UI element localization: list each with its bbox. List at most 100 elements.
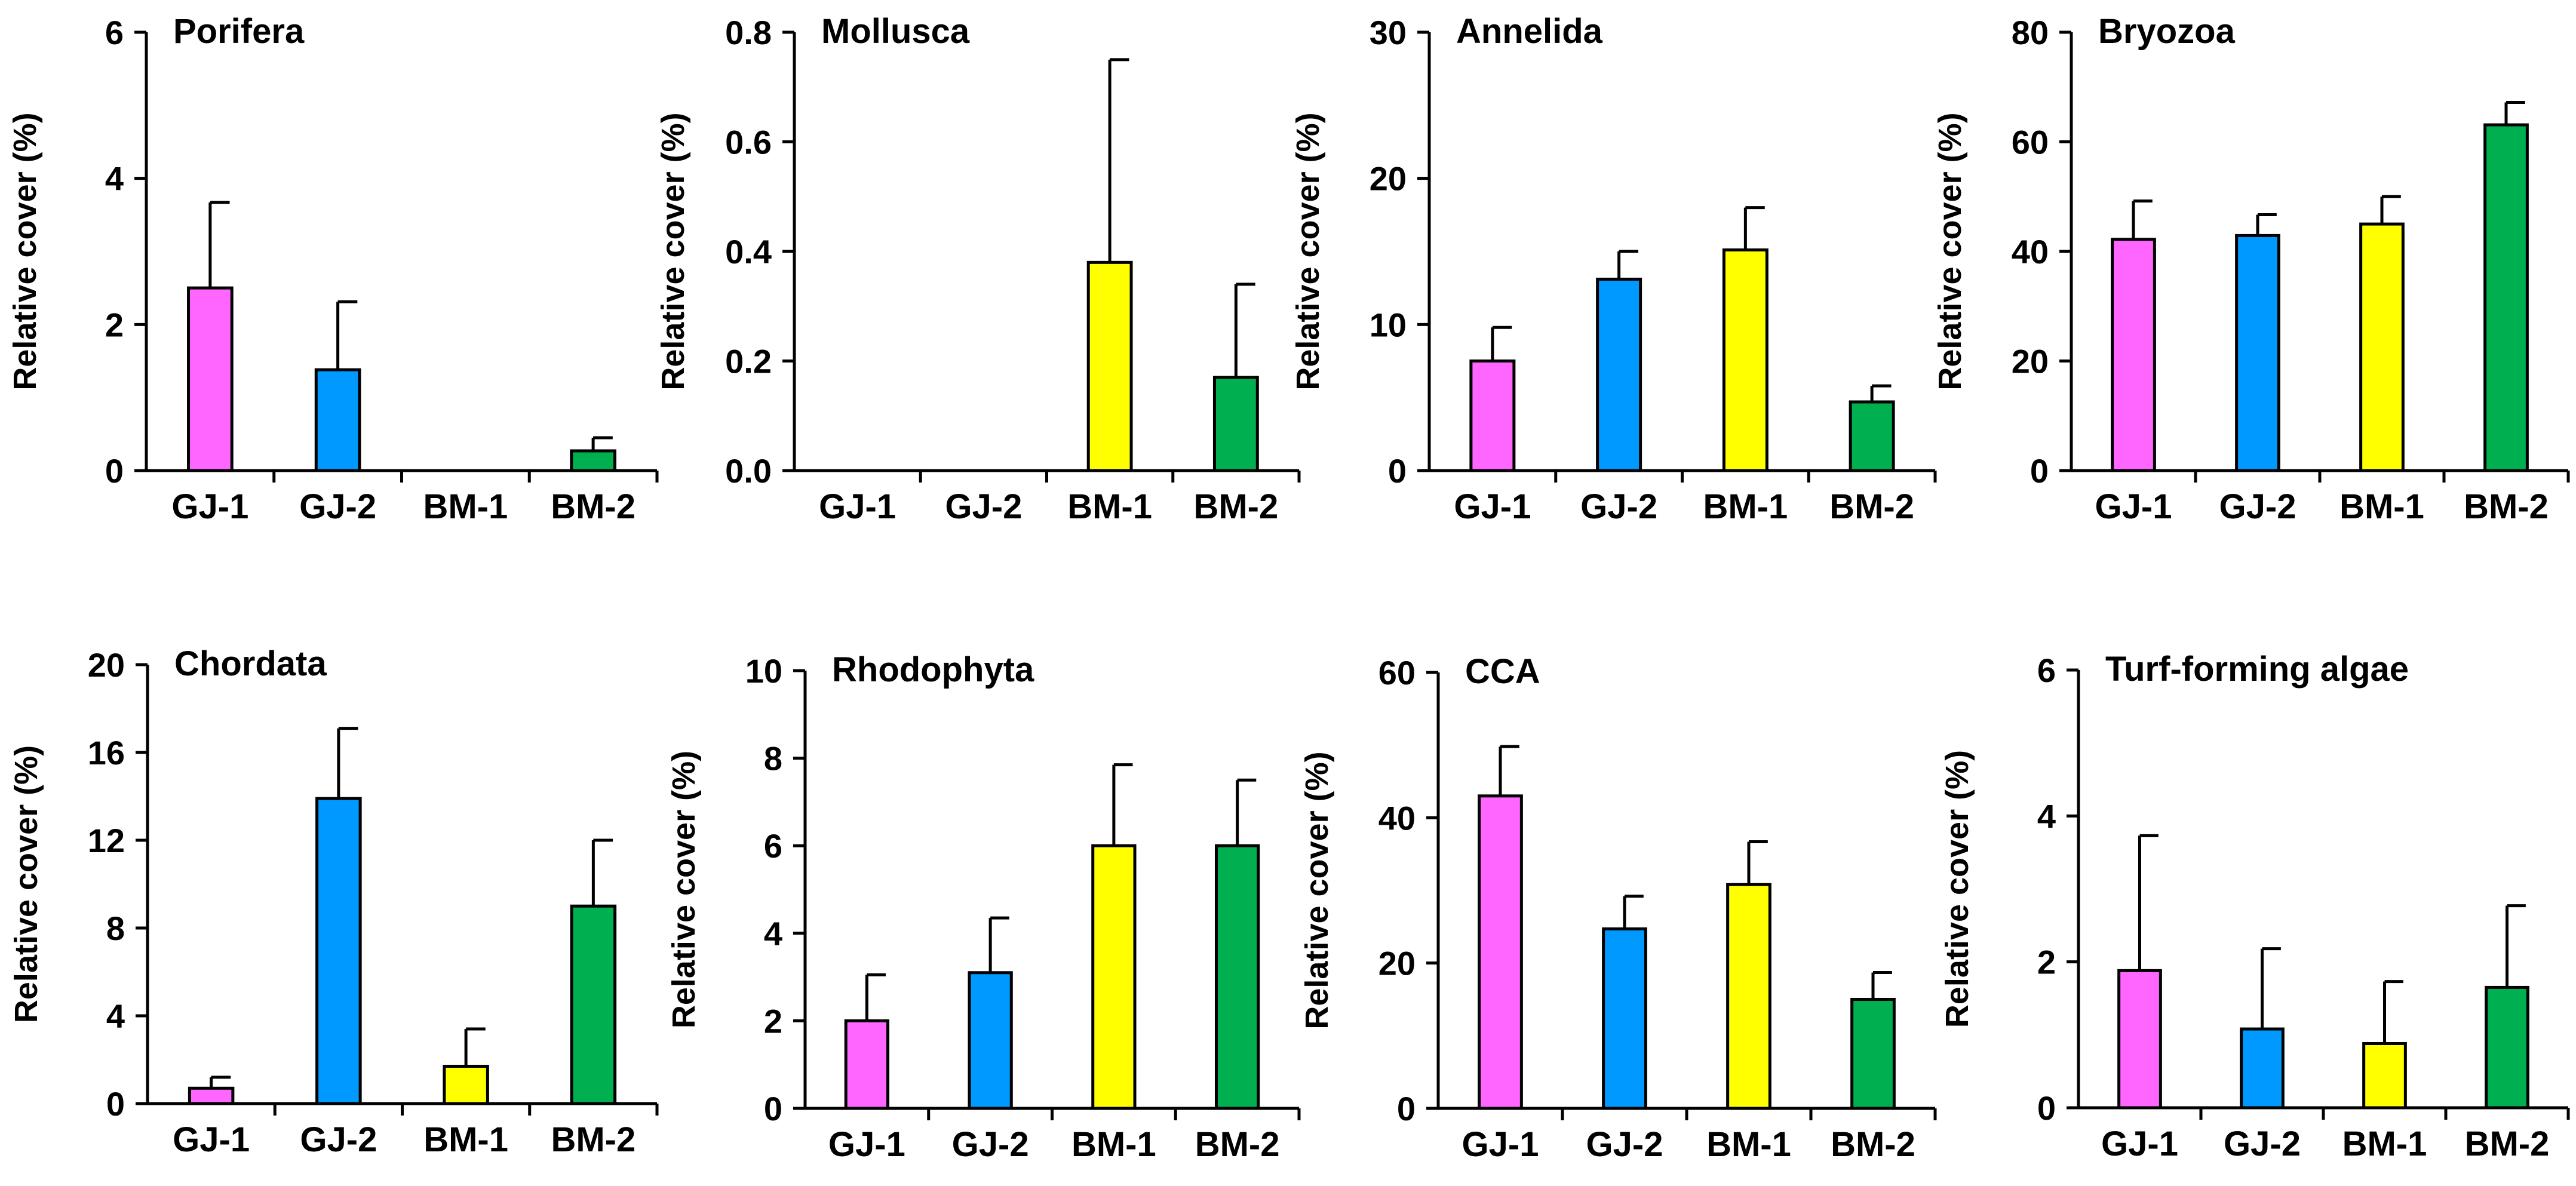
y-tick-label: 60: [2012, 124, 2049, 161]
y-tick-label: 2: [764, 1002, 782, 1040]
y-tick-label: 4: [2037, 797, 2056, 835]
category-label: GJ-2: [1586, 1125, 1663, 1164]
y-axis-label: Relative cover (%): [1299, 751, 1335, 1029]
y-tick-label: 20: [1378, 945, 1416, 982]
y-tick-label: 0: [106, 1085, 125, 1123]
category-label: GJ-1: [828, 1125, 905, 1164]
panel-title: Mollusca: [821, 12, 970, 51]
bar: [1602, 927, 1647, 1110]
bar: [1212, 376, 1259, 472]
y-tick-label: 0.2: [725, 343, 772, 380]
category-label: GJ-2: [299, 487, 376, 526]
bar: [2359, 222, 2405, 472]
panel-title: Rhodophyta: [832, 650, 1034, 689]
category-label: BM-1: [1067, 487, 1152, 526]
y-tick-label: 4: [106, 997, 125, 1035]
y-tick-label: 20: [2012, 343, 2049, 380]
y-tick-label: 10: [1370, 306, 1407, 343]
y-tick-label: 40: [2012, 233, 2049, 271]
bar: [2483, 123, 2529, 472]
y-axis-label: Relative cover (%): [7, 112, 43, 390]
category-label: GJ-1: [1462, 1125, 1539, 1164]
bar: [1469, 360, 1516, 472]
y-axis-label: Relative cover (%): [666, 751, 702, 1028]
y-axis-label: Relative cover (%): [655, 112, 691, 390]
category-label: BM-1: [423, 487, 508, 526]
chart-panel-1: GJ-1 GJ-2 BM-1 BM-2 0 2 4 6 Relative cover (%) Po…: [7, 12, 659, 526]
bar: [1596, 277, 1642, 472]
y-tick-label: 0.6: [725, 124, 772, 161]
category-label: BM-1: [1706, 1125, 1791, 1164]
y-tick-label: 6: [2037, 652, 2056, 689]
category-label: BM-2: [2464, 487, 2549, 526]
bar: [314, 368, 361, 472]
category-label: GJ-2: [2224, 1124, 2301, 1163]
category-label: BM-2: [2465, 1124, 2550, 1163]
bar: [1086, 260, 1133, 472]
chart-panel-5: GJ-1 GJ-2 BM-1 BM-2 0 4 8 12 16 20 Relative cover …: [8, 644, 659, 1159]
category-label: BM-2: [551, 1120, 635, 1159]
panel-title: Annelida: [1456, 12, 1603, 51]
y-tick-label: 60: [1378, 654, 1416, 692]
category-label: BM-2: [1829, 487, 1914, 526]
y-axis-label: Relative cover (%): [8, 745, 44, 1023]
bar: [1726, 883, 1771, 1110]
panel-title: Bryozoa: [2098, 12, 2236, 51]
category-label: GJ-2: [945, 487, 1022, 526]
bar: [1849, 400, 1895, 472]
y-tick-label: 20: [1370, 160, 1407, 198]
y-tick-label: 40: [1378, 799, 1416, 837]
y-axis-label: Relative cover (%): [1939, 750, 1975, 1028]
bar: [188, 1086, 235, 1105]
category-label: GJ-1: [1454, 487, 1531, 526]
y-tick-label: 8: [106, 910, 125, 947]
y-tick-label: 30: [1370, 14, 1407, 51]
bar: [570, 904, 617, 1105]
bar: [1478, 794, 1523, 1110]
chart-panel-7: GJ-1 GJ-2 BM-1 BM-2 0 20 40 60 Relative cover (%…: [1299, 652, 1937, 1164]
bar: [968, 971, 1013, 1110]
category-label: GJ-1: [2095, 487, 2172, 526]
y-axis-label: Relative cover (%): [1290, 112, 1326, 390]
panel-title: CCA: [1465, 652, 1540, 691]
chart-panel-4: GJ-1 GJ-2 BM-1 BM-2 0 20 40 60 80 Relative cover …: [1932, 12, 2570, 526]
bar: [187, 286, 234, 472]
category-label: BM-2: [1195, 1125, 1280, 1164]
chart-panel-6: GJ-1 GJ-2 BM-1 BM-2 0 2 4 6 8 10 Relative cover (%…: [666, 650, 1301, 1164]
bar: [315, 797, 362, 1105]
category-label: BM-2: [551, 487, 635, 526]
y-tick-label: 0: [2030, 452, 2049, 490]
bar: [1214, 844, 1260, 1110]
category-label: GJ-1: [819, 487, 896, 526]
category-label: GJ-2: [1580, 487, 1657, 526]
bar: [1722, 248, 1768, 472]
bar: [2117, 969, 2162, 1110]
y-tick-label: 0: [2037, 1089, 2056, 1127]
y-axis-label: Relative cover (%): [1932, 112, 1968, 390]
y-tick-label: 0: [1388, 452, 1407, 490]
bar: [443, 1065, 489, 1105]
y-tick-label: 4: [105, 160, 124, 198]
y-tick-label: 12: [88, 822, 125, 859]
bar: [570, 449, 616, 472]
category-label: GJ-2: [300, 1120, 377, 1159]
panel-title: Turf-forming algae: [2105, 650, 2409, 689]
panel-title: Chordata: [174, 644, 327, 683]
bar: [2111, 238, 2156, 472]
y-tick-label: 16: [88, 734, 125, 772]
category-label: BM-1: [1703, 487, 1788, 526]
bar: [2362, 1041, 2407, 1110]
y-tick-label: 4: [764, 915, 782, 953]
panel-title: Porifera: [173, 12, 305, 51]
category-label: GJ-1: [2101, 1124, 2178, 1163]
y-tick-label: 0: [764, 1090, 782, 1127]
chart-panel-3: GJ-1 GJ-2 BM-1 BM-2 0 10 20 30 Relative cover (%…: [1290, 12, 1937, 526]
y-tick-label: 6: [105, 14, 124, 51]
y-tick-label: 0: [1397, 1090, 1416, 1127]
category-label: BM-2: [1831, 1125, 1915, 1164]
y-tick-label: 2: [2037, 944, 2056, 981]
category-label: BM-1: [2339, 487, 2424, 526]
y-tick-label: 0.4: [725, 233, 772, 271]
category-label: BM-1: [1071, 1125, 1156, 1164]
